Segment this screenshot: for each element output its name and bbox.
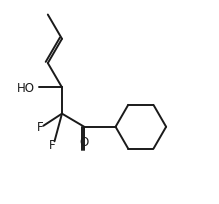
Text: F: F xyxy=(49,139,55,152)
Text: F: F xyxy=(36,121,43,134)
Text: HO: HO xyxy=(17,81,35,94)
Text: O: O xyxy=(79,136,89,149)
